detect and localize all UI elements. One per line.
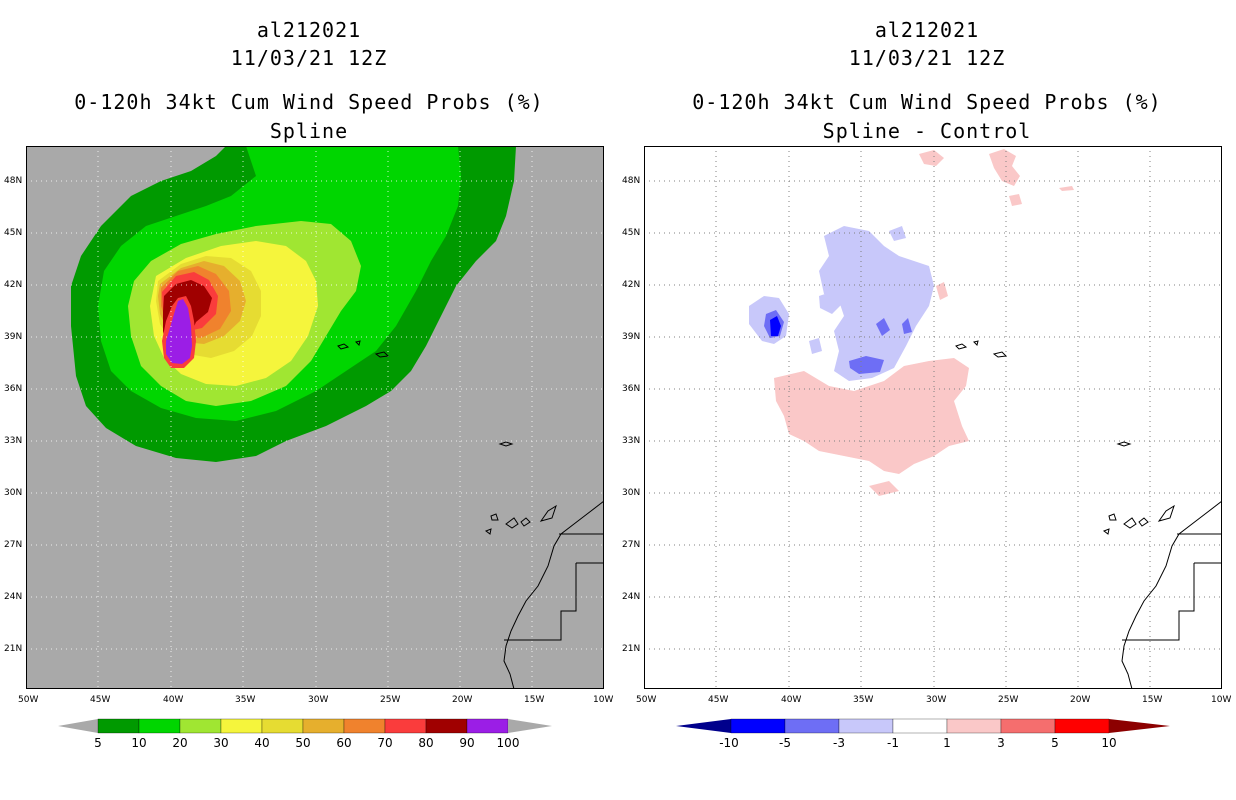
colorbar-label: 5 (1051, 736, 1059, 750)
diff-negative-strong (770, 316, 781, 336)
colorbar-label: 10 (131, 736, 147, 750)
diff-positive-ne2 (1009, 194, 1022, 206)
diff-negative-small (819, 291, 842, 314)
lat-label: 21N (4, 644, 23, 654)
diff-negative-mid2 (876, 318, 890, 336)
lat-label: 39N (4, 332, 23, 342)
colorbar-label: -3 (833, 736, 845, 750)
left-product-title: 0-120h 34kt Cum Wind Speed Probs (%) (74, 90, 544, 114)
left-storm-id: al212021 (256, 18, 362, 42)
colorbar-label: 5 (94, 736, 102, 750)
colorbar-label: 100 (496, 736, 520, 750)
left-colorbar (58, 718, 552, 734)
diff-negative-mid (849, 356, 884, 374)
colorbar-label: 40 (254, 736, 270, 750)
lat-label: 36N (622, 384, 641, 394)
lon-label: 50W (18, 695, 39, 705)
colorbar-label: 50 (295, 736, 311, 750)
colorbar-label: -5 (779, 736, 791, 750)
right-coastlines (955, 340, 1222, 689)
lon-label: 40W (163, 695, 184, 705)
lon-label: 45W (90, 695, 111, 705)
lon-label: 15W (524, 695, 545, 705)
lat-label: 30N (4, 488, 23, 498)
lat-label: 45N (622, 228, 641, 238)
lon-label: 15W (1142, 695, 1163, 705)
left-probability-map (26, 146, 604, 689)
right-panel: al212021 11/03/21 12Z 0-120h 34kt Cum Wi… (618, 0, 1236, 800)
lat-label: 21N (622, 644, 641, 654)
lat-label: 39N (622, 332, 641, 342)
prob-contour-100 (166, 299, 192, 364)
right-storm-id: al212021 (874, 18, 980, 42)
colorbar-label: 10 (1101, 736, 1117, 750)
colorbar-label: 70 (377, 736, 393, 750)
diff-positive-ne (1059, 186, 1074, 191)
left-datetime: 11/03/21 12Z (230, 46, 388, 70)
colorbar-label: 80 (418, 736, 434, 750)
diff-negative-x (809, 338, 822, 354)
diff-positive-north (919, 150, 944, 166)
diff-positive-patch (869, 481, 899, 496)
colorbar-label: 3 (997, 736, 1005, 750)
lon-label: 30W (926, 695, 947, 705)
lat-label: 42N (4, 280, 23, 290)
lon-label: 30W (308, 695, 329, 705)
right-gridlines (644, 146, 1222, 689)
lat-label: 36N (4, 384, 23, 394)
diff-positive-south (774, 358, 969, 474)
diff-negative-center (819, 226, 934, 381)
right-datetime: 11/03/21 12Z (848, 46, 1006, 70)
diff-positive-north2 (989, 149, 1020, 186)
lat-label: 45N (4, 228, 23, 238)
right-product-title: 0-120h 34kt Cum Wind Speed Probs (%) (692, 90, 1162, 114)
diff-negative-ne (889, 226, 906, 241)
lat-label: 33N (622, 436, 641, 446)
colorbar-label: 1 (943, 736, 951, 750)
colorbar-label: 20 (172, 736, 188, 750)
lon-label: 45W (708, 695, 729, 705)
left-subtitle: Spline (269, 119, 349, 143)
lat-label: 48N (4, 176, 23, 186)
lon-label: 35W (235, 695, 256, 705)
lon-label: 10W (593, 695, 614, 705)
colorbar-label: 90 (459, 736, 475, 750)
left-panel: al212021 11/03/21 12Z 0-120h 34kt Cum Wi… (4, 18, 614, 750)
lon-label: 20W (452, 695, 473, 705)
lon-label: 25W (380, 695, 401, 705)
lat-label: 27N (4, 540, 23, 550)
right-colorbar (676, 718, 1170, 734)
colorbar-label: -1 (887, 736, 899, 750)
lat-label: 42N (622, 280, 641, 290)
right-difference-map (644, 146, 1222, 689)
colorbar-label: 60 (336, 736, 352, 750)
left-gridlines (26, 146, 604, 689)
lat-label: 48N (622, 176, 641, 186)
lon-label: 40W (781, 695, 802, 705)
lat-label: 30N (622, 488, 641, 498)
lon-label: 20W (1070, 695, 1091, 705)
colorbar-label: -10 (719, 736, 739, 750)
lon-label: 35W (853, 695, 874, 705)
lon-label: 10W (1211, 695, 1232, 705)
lat-label: 24N (622, 592, 641, 602)
right-subtitle: Spline - Control (822, 119, 1032, 143)
lat-label: 27N (622, 540, 641, 550)
diff-negative-mid3 (902, 318, 912, 334)
lon-label: 50W (636, 695, 657, 705)
lat-label: 24N (4, 592, 23, 602)
colorbar-label: 30 (213, 736, 229, 750)
lat-label: 33N (4, 436, 23, 446)
lon-label: 25W (998, 695, 1019, 705)
left-coastlines (337, 340, 604, 689)
diff-positive-mid (936, 282, 948, 300)
